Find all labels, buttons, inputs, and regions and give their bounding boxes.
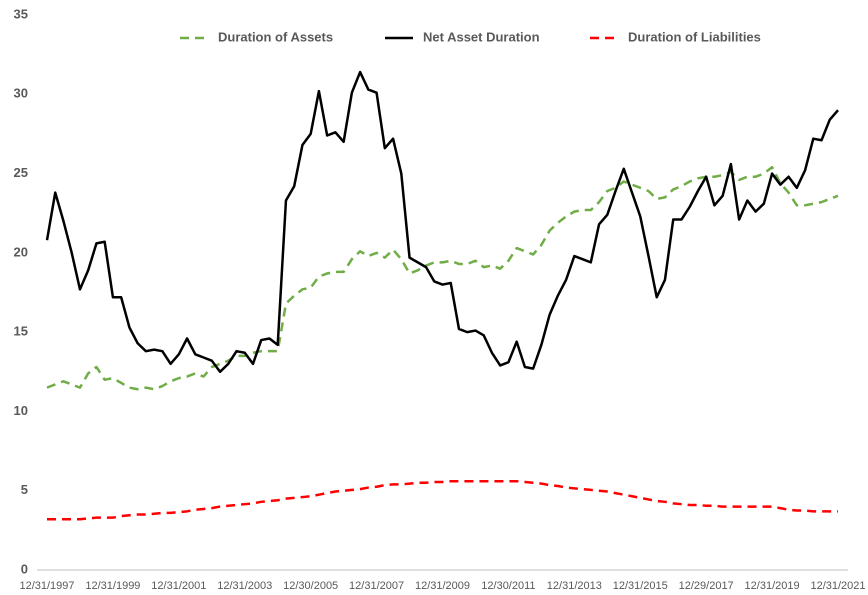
y-tick-label: 5 bbox=[21, 482, 28, 497]
legend-label: Duration of Assets bbox=[218, 29, 333, 44]
y-tick-label: 30 bbox=[14, 86, 28, 101]
x-tick-label: 12/31/2001 bbox=[151, 580, 206, 592]
x-tick-label: 12/31/2003 bbox=[217, 580, 272, 592]
x-tick-label: 12/31/2007 bbox=[349, 580, 404, 592]
series-line bbox=[45, 70, 839, 374]
y-tick-label: 10 bbox=[14, 403, 28, 418]
x-tick-label: 12/31/1999 bbox=[85, 580, 140, 592]
legend-label: Net Asset Duration bbox=[423, 29, 540, 44]
y-tick-label: 15 bbox=[14, 324, 28, 339]
series-line bbox=[47, 479, 838, 521]
x-tick-label: 12/31/2009 bbox=[415, 580, 470, 592]
x-tick-label: 12/31/2013 bbox=[547, 580, 602, 592]
x-tick-label: 12/31/2019 bbox=[745, 580, 800, 592]
x-tick-label: 12/31/2021 bbox=[810, 580, 865, 592]
y-tick-label: 35 bbox=[14, 6, 28, 21]
x-tick-label: 12/30/2011 bbox=[481, 580, 535, 592]
x-tick-label: 12/31/1997 bbox=[19, 580, 74, 592]
legend-label: Duration of Liabilities bbox=[628, 29, 761, 44]
y-tick-label: 0 bbox=[21, 561, 28, 576]
y-tick-label: 25 bbox=[14, 165, 28, 180]
y-tick-label: 20 bbox=[14, 244, 28, 259]
x-tick-label: 12/29/2017 bbox=[679, 580, 734, 592]
x-tick-label: 12/30/2005 bbox=[283, 580, 338, 592]
x-tick-label: 12/31/2015 bbox=[613, 580, 668, 592]
